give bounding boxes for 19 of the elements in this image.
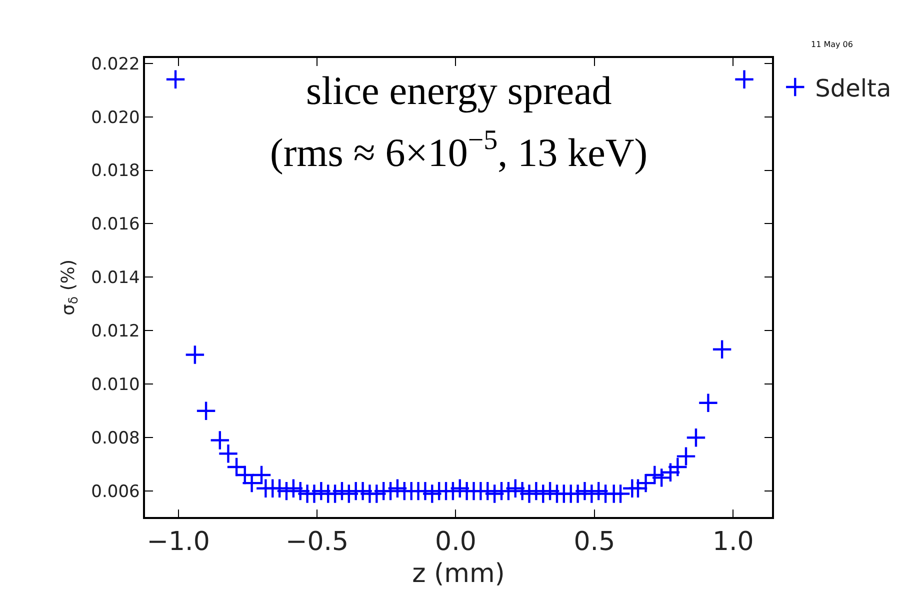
legend-label: Sdelta (815, 74, 892, 102)
y-tick-label: 0.012 (91, 322, 140, 342)
x-tick-label: −0.5 (285, 526, 349, 557)
x-tick-label: −1.0 (146, 526, 210, 557)
x-tick-label: 0.5 (574, 526, 616, 557)
x-tick-label: 0.0 (435, 526, 476, 557)
y-tick-label: 0.006 (91, 482, 140, 502)
text: 11 May 06 (811, 40, 853, 49)
y-tick-label: 0.008 (91, 428, 140, 449)
x-axis-title: z (mm) (412, 559, 505, 590)
y-tick-label: 0.010 (91, 375, 140, 396)
y-tick-label: 0.018 (91, 161, 140, 182)
y-tick-label: 0.014 (91, 268, 140, 288)
y-tick-label: 0.016 (91, 214, 140, 235)
y-tick-label: 0.020 (91, 108, 140, 128)
annotation: slice energy spread (306, 68, 612, 113)
annotation: (rms ≈ 6×10$^{−5}$, 13 keV) (270, 125, 648, 175)
y-tick-label: 0.022 (91, 54, 140, 74)
x-tick-label: 1.0 (712, 526, 754, 557)
